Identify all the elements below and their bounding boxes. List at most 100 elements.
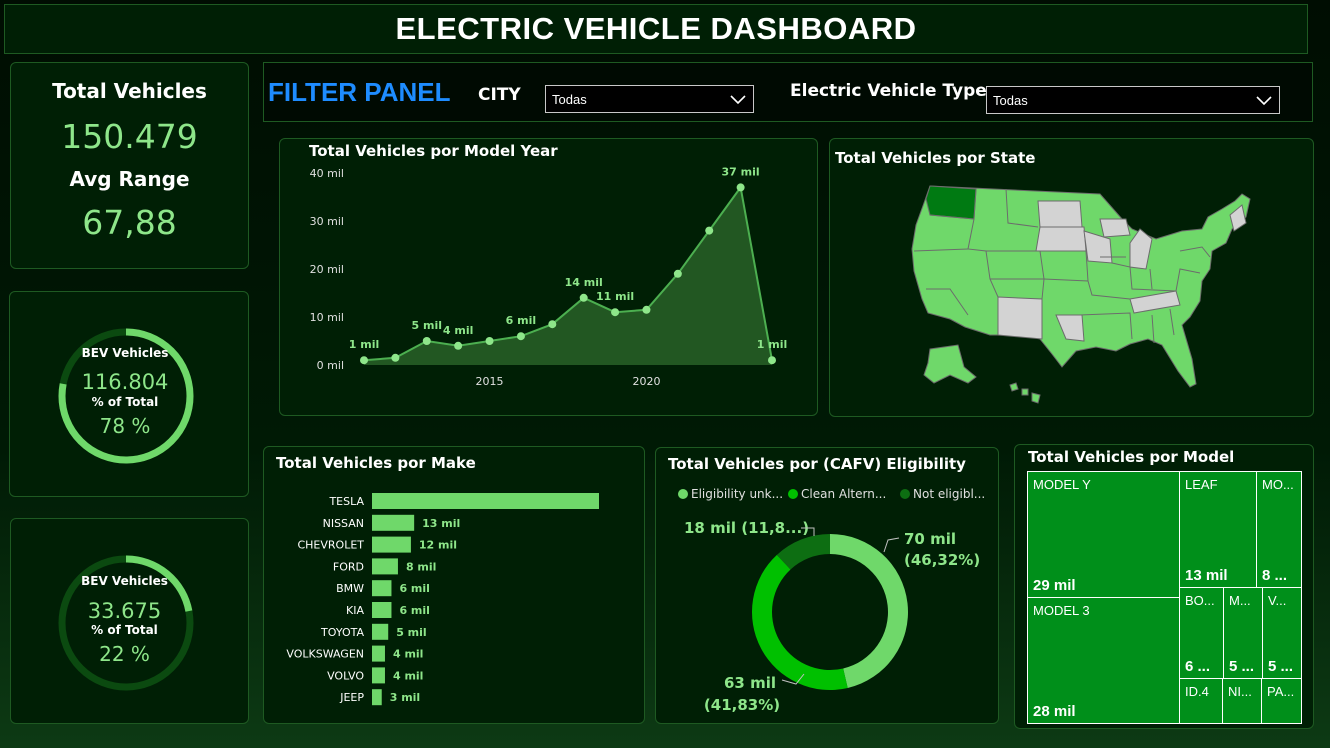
dashboard-title-bar: ELECTRIC VEHICLE DASHBOARD [4, 4, 1308, 54]
bev-gauge-card-2[interactable]: BEV Vehicles 33.675 % of Total 22 % [10, 518, 249, 724]
y-tick-label: 30 mil [310, 215, 344, 228]
data-label: 13 mil [422, 517, 460, 530]
data-point[interactable] [611, 308, 620, 317]
model-treemap-title: Total Vehicles por Model [1028, 448, 1235, 466]
category-label: KIA [346, 604, 364, 617]
data-label: 1 mil [757, 338, 788, 351]
gauge-pct: 78 % [99, 414, 151, 438]
leader-line [781, 673, 805, 685]
treemap-cell-name: MODEL 3 [1033, 603, 1090, 618]
bar[interactable] [372, 689, 382, 706]
slice-percent: (46,32%) [904, 551, 980, 569]
cafv-chart-card[interactable]: Total Vehicles por (CAFV) Eligibility El… [655, 447, 999, 724]
legend-marker [900, 489, 910, 499]
data-point[interactable] [768, 356, 776, 365]
donut-slice[interactable] [752, 554, 848, 690]
data-point[interactable] [548, 320, 557, 329]
data-label: 11 mil [596, 290, 634, 303]
treemap-cell[interactable]: PA... [1261, 678, 1302, 724]
bar[interactable] [372, 558, 398, 575]
ev-type-filter-label: Electric Vehicle Type [790, 81, 987, 101]
slice-label: 18 mil (11,8...) [684, 519, 809, 537]
treemap-cell[interactable]: LEAF 13 mil [1179, 471, 1257, 588]
chevron-down-icon [730, 95, 746, 105]
donut-slice[interactable] [776, 534, 830, 570]
treemap-cell[interactable]: M... 5 ... [1223, 587, 1263, 679]
bar[interactable] [372, 667, 385, 684]
make-bar-chart: TESLA NISSAN 13 mil CHEVROLET 12 mil FORD 8 mi… [286, 493, 599, 706]
bar[interactable] [372, 602, 392, 618]
data-point[interactable] [391, 353, 400, 362]
treemap-cell-name: NI... [1228, 684, 1252, 699]
us-map-shapes [911, 185, 1251, 404]
treemap-cell[interactable]: MODEL Y 29 mil [1027, 471, 1180, 598]
category-label: FORD [333, 560, 364, 573]
avg-range-value: 67,88 [82, 203, 177, 242]
data-label: 12 mil [419, 539, 457, 552]
city-filter-label: CITY [478, 85, 521, 105]
bar[interactable] [372, 493, 599, 509]
data-point[interactable] [360, 356, 368, 365]
legend-label[interactable]: Eligibility unk... [691, 487, 783, 501]
model-year-chart-title: Total Vehicles por Model Year [309, 142, 558, 160]
treemap-cell[interactable]: MO... 8 ... [1256, 471, 1302, 588]
data-point[interactable] [454, 341, 463, 350]
category-label: BMW [336, 582, 364, 595]
data-point[interactable] [485, 337, 494, 345]
bar[interactable] [372, 645, 385, 662]
gauge-pct: 22 % [99, 642, 150, 666]
bar[interactable] [372, 536, 411, 553]
treemap-cell-value: 28 mil [1033, 703, 1076, 720]
category-label: NISSAN [323, 517, 364, 530]
slice-label: 63 mil [724, 674, 776, 692]
y-tick-label: 20 mil [310, 263, 344, 276]
treemap-cell-name: BO... [1185, 593, 1215, 608]
ev-type-dropdown-value: Todas [993, 93, 1028, 108]
legend-label[interactable]: Clean Altern... [801, 487, 886, 501]
total-vehicles-value: 150.479 [61, 117, 198, 156]
treemap-cell[interactable]: ID.4 [1179, 678, 1223, 724]
data-point[interactable] [516, 332, 525, 341]
bev-gauge-2 [58, 555, 194, 691]
model-treemap-card[interactable]: Total Vehicles por Model MODEL Y 29 mil L… [1014, 444, 1314, 729]
bar[interactable] [372, 514, 415, 531]
category-label: VOLVO [327, 669, 364, 682]
treemap-cell[interactable]: MODEL 3 28 mil [1027, 597, 1180, 724]
treemap-cell-name: M... [1229, 593, 1251, 608]
gauge-pct-label: % of Total [91, 395, 159, 409]
ev-type-dropdown[interactable]: Todas [986, 86, 1280, 114]
bar[interactable] [372, 623, 389, 640]
gauge-label: BEV Vehicles [81, 346, 169, 360]
model-year-area-chart: 0 mil 10 mil 20 mil 30 mil 40 mil 2015 2020 1 m… [310, 165, 788, 388]
state-map-card[interactable]: Total Vehicles por State [829, 138, 1314, 417]
treemap-cell-name: LEAF [1185, 477, 1218, 492]
data-label: 5 mil [396, 626, 427, 639]
legend-label[interactable]: Not eligibl... [913, 487, 985, 501]
city-dropdown[interactable]: Todas [545, 85, 754, 113]
data-point[interactable] [642, 305, 651, 314]
data-point[interactable] [705, 226, 714, 235]
treemap-cell-name: V... [1268, 593, 1287, 608]
data-point[interactable] [422, 337, 431, 345]
data-point[interactable] [579, 293, 588, 302]
category-label: JEEP [339, 691, 364, 704]
treemap-cell-value: 5 ... [1268, 658, 1294, 675]
donut-slice[interactable] [830, 534, 909, 688]
treemap-cell-name: MO... [1262, 477, 1294, 492]
model-year-chart-card[interactable]: Total Vehicles por Model Year 0 mil 10 mi… [279, 138, 818, 416]
data-point[interactable] [673, 269, 682, 278]
data-point[interactable] [736, 183, 745, 192]
treemap-cell[interactable]: V... 5 ... [1262, 587, 1302, 679]
treemap-cell-value: 5 ... [1229, 658, 1255, 675]
slice-label: 70 mil [904, 530, 956, 548]
gauge-value: 116.804 [81, 370, 169, 394]
bar[interactable] [372, 580, 392, 597]
make-chart-title: Total Vehicles por Make [276, 454, 476, 472]
bev-gauge-card-1[interactable]: BEV Vehicles 116.804 % of Total 78 % [9, 291, 249, 497]
data-label: 6 mil [506, 314, 537, 327]
treemap-cell[interactable]: BO... 6 ... [1179, 587, 1224, 679]
filter-panel-title: FILTER PANEL [268, 77, 451, 107]
kpi-card[interactable]: Total Vehicles 150.479 Avg Range 67,88 [10, 62, 249, 269]
treemap-cell[interactable]: NI... [1222, 678, 1262, 724]
make-chart-card[interactable]: Total Vehicles por Make TESLA NISSAN 13 mi… [263, 446, 645, 724]
